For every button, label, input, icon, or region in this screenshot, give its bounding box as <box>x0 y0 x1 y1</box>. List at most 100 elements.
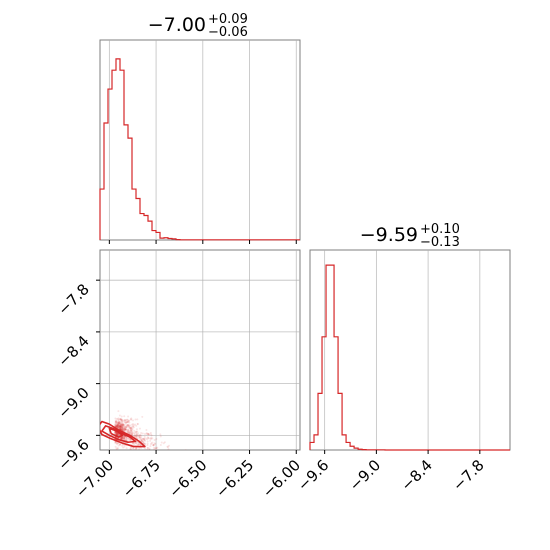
scatter-point <box>115 447 118 450</box>
scatter-point <box>137 434 140 437</box>
scatter-point <box>118 427 121 430</box>
scatter-point <box>117 422 120 425</box>
scatter-point <box>148 447 151 450</box>
scatter-point <box>122 437 125 440</box>
scatter-point <box>129 429 132 432</box>
scatter-point <box>120 423 123 426</box>
scatter-point <box>123 419 126 422</box>
scatter-point <box>175 464 177 466</box>
scatter-point <box>116 423 119 426</box>
scatter-point <box>131 432 134 435</box>
scatter-point <box>126 424 129 427</box>
scatter-point <box>123 430 126 433</box>
scatter-point <box>184 449 187 450</box>
scatter-point <box>156 451 158 453</box>
scatter-point <box>130 433 133 436</box>
scatter-point <box>119 421 122 424</box>
scatter-point <box>133 433 136 436</box>
scatter-point <box>135 434 138 437</box>
scatter-point <box>118 456 120 458</box>
scatter-point <box>146 432 149 435</box>
scatter-point <box>139 434 142 437</box>
scatter-point <box>147 433 150 436</box>
scatter-point <box>122 436 125 439</box>
panel-scatter <box>96 249 301 466</box>
scatter-point <box>140 435 143 438</box>
p3-x-tick-label: −9.0 <box>346 456 384 494</box>
scatter-point <box>116 424 119 427</box>
scatter-point <box>119 425 122 428</box>
scatter-point <box>114 431 117 434</box>
scatter-point <box>142 437 145 440</box>
scatter-point <box>127 431 130 434</box>
scatter-point <box>149 445 152 448</box>
scatter-point <box>117 426 120 429</box>
scatter-point <box>160 441 163 444</box>
scatter-point <box>120 437 123 440</box>
scatter-point <box>115 432 118 435</box>
scatter-point <box>146 448 149 450</box>
scatter-point <box>135 442 138 445</box>
scatter-point <box>162 451 164 453</box>
scatter-point <box>121 423 124 426</box>
scatter-point <box>157 449 160 450</box>
scatter-point <box>119 428 122 431</box>
scatter-point <box>117 419 120 422</box>
scatter-point <box>132 423 135 426</box>
scatter-point <box>167 459 169 461</box>
scatter-point <box>124 426 127 429</box>
scatter-point <box>119 425 122 428</box>
scatter-point <box>116 433 119 436</box>
scatter-point <box>163 441 166 444</box>
scatter-point <box>124 428 127 431</box>
scatter-point <box>130 427 133 430</box>
scatter-point <box>130 428 133 431</box>
scatter-point <box>131 442 134 445</box>
scatter-point <box>116 421 119 424</box>
scatter-point <box>124 427 127 430</box>
scatter-point <box>116 425 119 428</box>
scatter-point <box>153 446 156 449</box>
scatter-point <box>131 431 134 434</box>
scatter-point <box>123 435 126 438</box>
scatter-point <box>124 428 127 431</box>
scatter-point <box>146 442 149 445</box>
scatter-point <box>166 445 169 448</box>
scatter-point <box>115 420 118 423</box>
scatter-point <box>116 447 119 450</box>
scatter-point <box>123 426 126 429</box>
scatter-point <box>118 425 121 428</box>
scatter-point <box>167 444 170 447</box>
scatter-point <box>126 428 129 431</box>
scatter-point <box>125 438 128 441</box>
scatter-point <box>123 428 126 431</box>
scatter-point <box>119 423 122 426</box>
scatter-point <box>142 442 145 445</box>
scatter-point <box>140 439 143 442</box>
scatter-point <box>121 437 124 440</box>
scatter-point <box>120 425 123 428</box>
scatter-point <box>151 437 154 440</box>
scatter-point <box>124 428 127 431</box>
scatter-point <box>114 442 117 445</box>
scatter-point <box>117 425 120 428</box>
scatter-point <box>140 438 143 441</box>
scatter-point <box>131 428 134 431</box>
scatter-point <box>146 446 149 449</box>
scatter-point <box>139 443 142 446</box>
scatter-point <box>129 448 132 450</box>
scatter-point <box>135 447 138 450</box>
panel-hist-x-frame <box>99 39 301 241</box>
scatter-point <box>120 427 123 430</box>
scatter-point <box>115 420 118 423</box>
scatter-point <box>134 434 137 437</box>
scatter-point <box>121 426 124 429</box>
scatter-point <box>117 424 120 427</box>
scatter-point <box>143 442 146 445</box>
scatter-point <box>118 425 121 428</box>
scatter-point <box>122 429 125 432</box>
scatter-point <box>130 427 133 430</box>
scatter-point <box>120 428 123 431</box>
p2-y-tick-label: −9.6 <box>54 435 92 473</box>
scatter-point <box>121 424 124 427</box>
